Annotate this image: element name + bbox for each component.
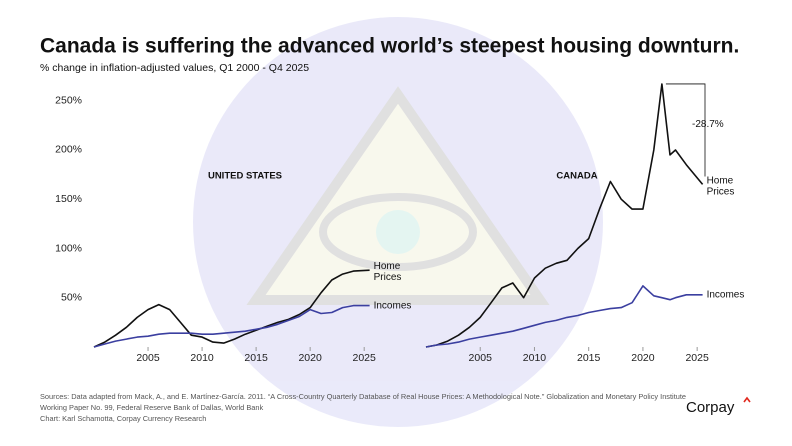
annotation-bracket xyxy=(665,83,706,177)
annotation: -28.7% xyxy=(692,119,724,130)
logo: Corpay xyxy=(686,399,735,416)
x-tick-label: 2025 xyxy=(685,352,709,364)
series-line xyxy=(425,83,704,348)
watermark xyxy=(193,17,603,427)
y-tick-label: 200% xyxy=(55,144,82,156)
x-tick-label: 2020 xyxy=(631,352,655,364)
x-tick-label: 2005 xyxy=(136,352,160,364)
source-line: Chart: Karl Schamotta, Corpay Currency R… xyxy=(40,414,206,423)
logo-mark xyxy=(743,396,751,403)
series-line xyxy=(93,269,370,348)
chart-subtitle: % change in inflation-adjusted values, Q… xyxy=(40,62,309,74)
panel-label: CANADA xyxy=(556,171,597,182)
series-line xyxy=(425,285,703,348)
panel-label: UNITED STATES xyxy=(208,171,282,182)
y-tick-label: 100% xyxy=(55,242,82,254)
source-line: Working Paper No. 99, Federal Reserve Ba… xyxy=(40,403,263,412)
x-tick-label: 2020 xyxy=(298,352,322,364)
x-tick-label: 2010 xyxy=(190,352,214,364)
x-tick-label: 2005 xyxy=(469,352,493,364)
x-tick-label: 2015 xyxy=(577,352,601,364)
source-line: Sources: Data adapted from Mack, A., and… xyxy=(40,392,686,401)
series-label: Home Prices xyxy=(707,175,735,197)
series-label: Incomes xyxy=(374,300,412,311)
y-tick-label: 250% xyxy=(55,94,82,106)
series-label: Incomes xyxy=(707,289,745,300)
y-tick-label: 50% xyxy=(61,292,82,304)
chart-title: Canada is suffering the advanced world’s… xyxy=(40,35,739,58)
x-tick-label: 2025 xyxy=(353,352,377,364)
series-line xyxy=(93,304,370,348)
y-tick-label: 150% xyxy=(55,193,82,205)
x-tick-label: 2015 xyxy=(244,352,268,364)
series-label: Home Prices xyxy=(374,261,402,283)
x-tick-label: 2010 xyxy=(523,352,547,364)
